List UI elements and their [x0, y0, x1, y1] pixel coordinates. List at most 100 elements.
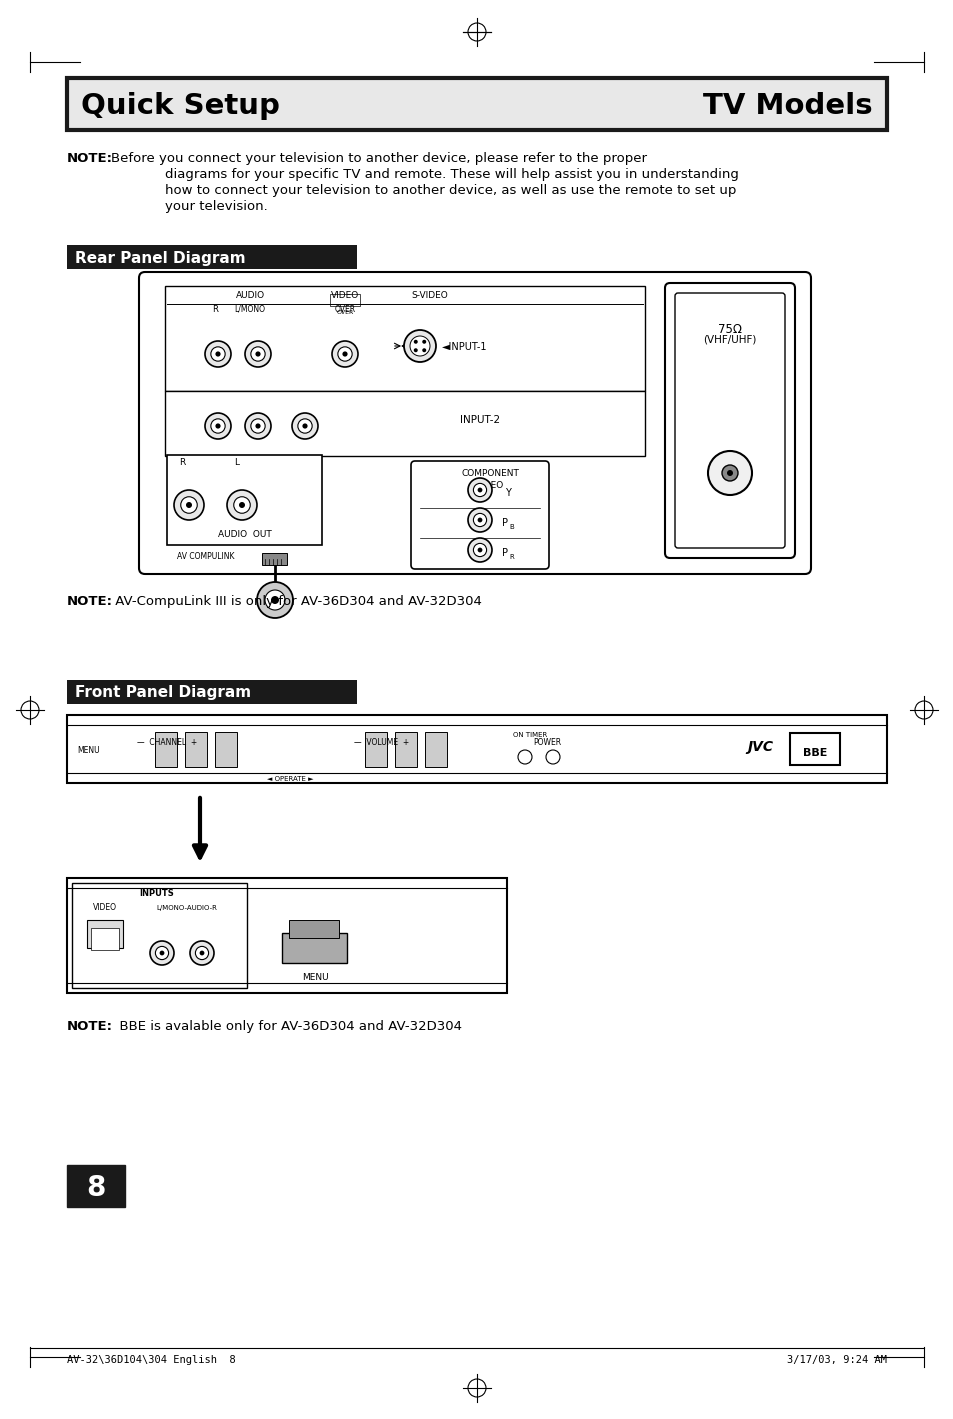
- Text: Quick Setup: Quick Setup: [81, 92, 279, 121]
- Circle shape: [255, 423, 260, 429]
- Circle shape: [159, 951, 164, 955]
- Bar: [365, 732, 387, 768]
- Circle shape: [473, 543, 486, 556]
- Circle shape: [477, 518, 482, 522]
- Circle shape: [227, 490, 256, 519]
- Circle shape: [726, 470, 732, 475]
- Circle shape: [403, 331, 436, 362]
- Circle shape: [215, 352, 220, 356]
- Text: AV-32\36D104\304 English  8: AV-32\36D104\304 English 8: [67, 1355, 235, 1365]
- Circle shape: [245, 413, 271, 438]
- Bar: [67, 245, 356, 270]
- Circle shape: [190, 941, 213, 965]
- Text: 75Ω: 75Ω: [718, 324, 741, 336]
- Text: OVER: OVER: [336, 309, 354, 315]
- Text: your television.: your television.: [165, 200, 268, 213]
- Circle shape: [255, 352, 260, 356]
- Text: NOTE:: NOTE:: [67, 152, 112, 165]
- Bar: [91, 928, 119, 949]
- Text: 8: 8: [86, 1174, 106, 1202]
- Circle shape: [468, 538, 492, 562]
- Text: COMPONENT: COMPONENT: [460, 470, 518, 478]
- Text: —  VOLUME  +: — VOLUME +: [354, 738, 409, 748]
- Circle shape: [342, 352, 347, 356]
- Circle shape: [721, 465, 738, 481]
- Text: Before you connect your television to another device, please refer to the proper: Before you connect your television to an…: [111, 152, 646, 165]
- Bar: [165, 392, 644, 455]
- Text: P: P: [501, 518, 507, 528]
- Circle shape: [297, 419, 312, 433]
- Circle shape: [251, 419, 265, 433]
- Circle shape: [473, 514, 486, 526]
- Circle shape: [180, 497, 197, 514]
- Circle shape: [211, 419, 225, 433]
- Circle shape: [256, 582, 293, 619]
- Bar: [282, 934, 347, 964]
- Bar: [87, 920, 123, 948]
- Text: JVC: JVC: [746, 739, 772, 753]
- Text: NOTE:: NOTE:: [67, 1020, 112, 1033]
- Text: B: B: [509, 524, 514, 531]
- Circle shape: [233, 497, 250, 514]
- Circle shape: [239, 502, 245, 508]
- Circle shape: [473, 484, 486, 497]
- Circle shape: [414, 348, 417, 352]
- Text: how to connect your television to another device, as well as use the remote to s: how to connect your television to anothe…: [165, 184, 736, 197]
- Circle shape: [477, 548, 482, 552]
- Bar: [67, 680, 356, 704]
- Bar: [262, 553, 287, 565]
- Text: L/MONO-AUDIO-R: L/MONO-AUDIO-R: [156, 905, 217, 911]
- Text: OVER: OVER: [335, 305, 355, 314]
- Text: MENU: MENU: [77, 746, 100, 755]
- Text: Front Panel Diagram: Front Panel Diagram: [75, 685, 251, 701]
- Circle shape: [468, 478, 492, 502]
- Circle shape: [337, 346, 352, 362]
- Text: INPUT-2: INPUT-2: [459, 414, 499, 426]
- Circle shape: [468, 508, 492, 532]
- Text: Y: Y: [504, 488, 511, 498]
- Text: TV Models: TV Models: [702, 92, 872, 121]
- Text: 3/17/03, 9:24 AM: 3/17/03, 9:24 AM: [786, 1355, 886, 1365]
- Bar: [67, 78, 886, 131]
- Text: AV-CompuLink III is only for AV-36D304 and AV-32D304: AV-CompuLink III is only for AV-36D304 a…: [111, 595, 481, 607]
- Circle shape: [707, 451, 751, 495]
- Text: Rear Panel Diagram: Rear Panel Diagram: [75, 251, 245, 265]
- Bar: [289, 920, 338, 938]
- Circle shape: [173, 490, 204, 519]
- Text: L: L: [233, 458, 239, 467]
- Text: POWER: POWER: [533, 738, 560, 748]
- Text: R: R: [212, 305, 217, 314]
- Circle shape: [422, 348, 426, 352]
- Circle shape: [271, 596, 278, 604]
- Circle shape: [211, 346, 225, 362]
- Circle shape: [545, 751, 559, 763]
- Bar: [185, 732, 207, 768]
- Text: VIDEO: VIDEO: [92, 902, 117, 912]
- Circle shape: [195, 946, 209, 959]
- FancyBboxPatch shape: [664, 282, 794, 558]
- Bar: [67, 1165, 125, 1208]
- Circle shape: [245, 341, 271, 368]
- Bar: [424, 732, 447, 768]
- Text: P: P: [501, 548, 507, 558]
- Circle shape: [477, 488, 482, 492]
- Circle shape: [410, 336, 430, 356]
- Bar: [154, 732, 177, 768]
- Text: —  CHANNEL  +: — CHANNEL +: [136, 738, 197, 748]
- Circle shape: [302, 423, 307, 429]
- Bar: [67, 878, 506, 993]
- Text: NOTE:: NOTE:: [67, 595, 112, 607]
- Bar: [395, 732, 416, 768]
- Circle shape: [205, 413, 231, 438]
- Text: ◄ OPERATE ►: ◄ OPERATE ►: [267, 776, 313, 782]
- Text: AV COMPULINK: AV COMPULINK: [177, 552, 234, 561]
- Circle shape: [517, 751, 532, 763]
- Text: R: R: [509, 553, 514, 561]
- Text: R: R: [179, 458, 185, 467]
- Text: AUDIO  OUT: AUDIO OUT: [217, 531, 271, 539]
- Text: (VHF/UHF): (VHF/UHF): [702, 335, 756, 345]
- Text: AUDIO: AUDIO: [235, 291, 264, 299]
- Circle shape: [422, 339, 426, 343]
- Circle shape: [265, 590, 285, 610]
- Circle shape: [215, 423, 220, 429]
